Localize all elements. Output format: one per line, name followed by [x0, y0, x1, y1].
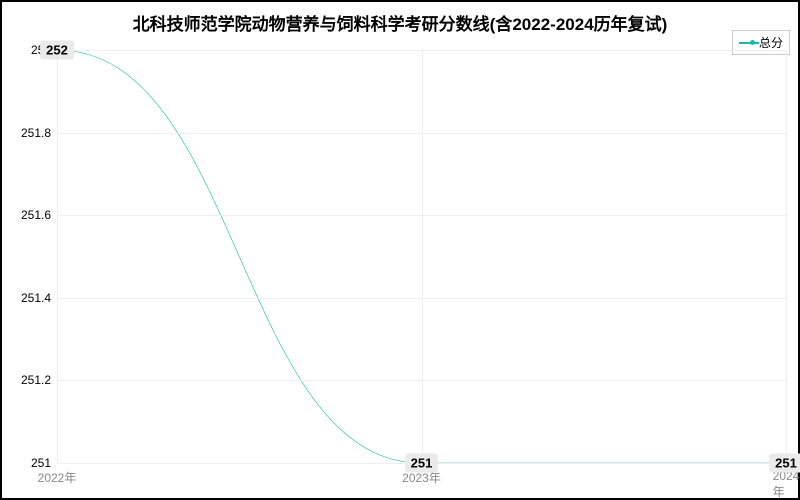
data-point-label: 251: [405, 454, 439, 473]
data-point-label: 251: [769, 454, 800, 473]
legend-label: 总分: [759, 34, 783, 51]
legend-dot-icon: [750, 40, 755, 45]
y-axis-label: 251.6: [21, 208, 51, 222]
grid-line-v: [786, 50, 787, 463]
grid-line-v: [422, 50, 423, 463]
y-axis-label: 251.2: [21, 373, 51, 387]
chart-container: 北科技师范学院动物营养与饲料科学考研分数线(含2022-2024历年复试) 总分…: [0, 0, 800, 500]
legend-line-icon: [739, 42, 759, 44]
y-axis-label: 251: [31, 456, 51, 470]
grid-line-v: [57, 50, 58, 463]
x-axis-label: 2024年: [773, 469, 800, 500]
x-axis-label: 2022年: [38, 469, 77, 486]
y-axis-label: 251.8: [21, 126, 51, 140]
chart-title: 北科技师范学院动物营养与饲料科学考研分数线(含2022-2024历年复试): [2, 10, 798, 35]
data-point-label: 252: [40, 41, 74, 60]
plot-area: 251251.2251.4251.6251.82522022年2023年2024…: [57, 50, 786, 463]
y-axis-label: 251.4: [21, 291, 51, 305]
